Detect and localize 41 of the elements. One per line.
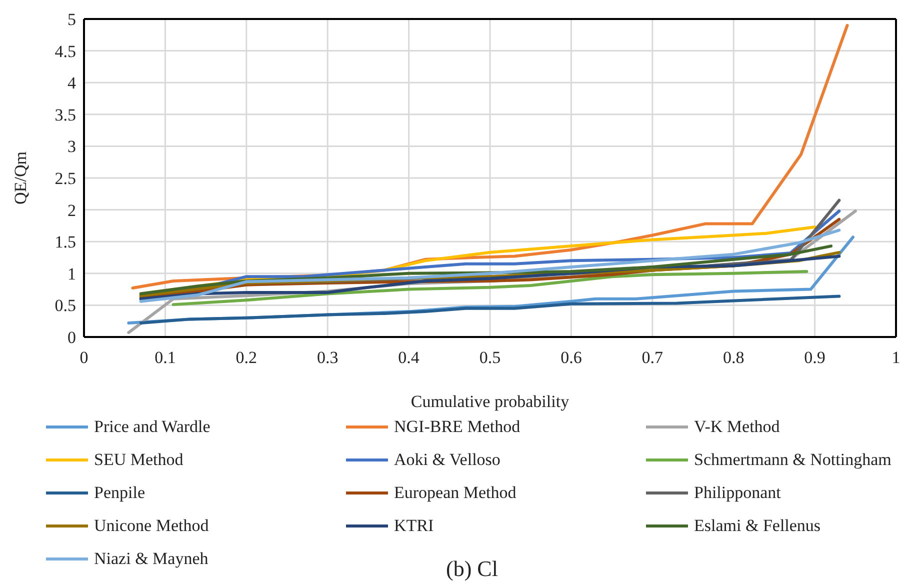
y-tick-label: 2 (68, 200, 76, 220)
x-tick-label: 0 (80, 348, 88, 368)
x-tick-label: 0.6 (560, 348, 582, 368)
y-tick-label: 5 (68, 10, 76, 30)
x-tick-label: 1 (892, 348, 900, 368)
y-tick-label: 1 (68, 264, 76, 284)
y-tick-label: 1.5 (54, 232, 76, 252)
legend-label: European Method (394, 482, 516, 502)
text: (b) Cl (446, 556, 498, 582)
y-axis-title: QE/Qm (11, 152, 30, 204)
y-tick-label: 2.5 (54, 169, 76, 188)
legend-label: Aoki & Velloso (394, 450, 500, 470)
legend-label: Penpile (94, 482, 145, 502)
y-tick-label: 4 (68, 74, 76, 93)
legend-label: Philipponant (694, 482, 781, 502)
y-tick-label: 0 (68, 328, 76, 348)
x-tick-label: 0.5 (479, 348, 501, 368)
line-series (139, 228, 841, 303)
legend-label: SEU Method (94, 450, 184, 470)
x-tick-label: 0.9 (804, 348, 826, 368)
line-series (172, 270, 808, 306)
legend-label: Price and Wardle (94, 416, 210, 436)
legend-label: NGI-BRE Method (394, 416, 520, 436)
legend-label: Eslami & Fellenus (694, 516, 821, 536)
x-tick-label: 0.7 (642, 348, 664, 368)
x-tick-label: 0.4 (398, 348, 420, 368)
x-tick-label: 0.2 (236, 348, 258, 368)
legend-label: Schmertmann & Nottingham (694, 450, 892, 470)
y-tick-label: 4.5 (54, 42, 76, 61)
legend-label: V-K Method (694, 416, 780, 436)
x-tick-label: 0.1 (154, 348, 176, 368)
line-series (139, 294, 841, 325)
x-tick-label: 0.8 (722, 348, 744, 368)
y-tick-label: 3.5 (54, 105, 76, 124)
x-axis-title: Cumulative probability (410, 392, 570, 411)
legend-label: KTRI (394, 516, 434, 536)
legend-label: Niazi & Mayneh (94, 548, 208, 568)
legend-label: Unicone Method (94, 516, 209, 536)
y-tick-label: 0.5 (54, 296, 76, 316)
x-tick-label: 0.3 (316, 348, 338, 368)
y-tick-label: 3 (68, 137, 76, 156)
